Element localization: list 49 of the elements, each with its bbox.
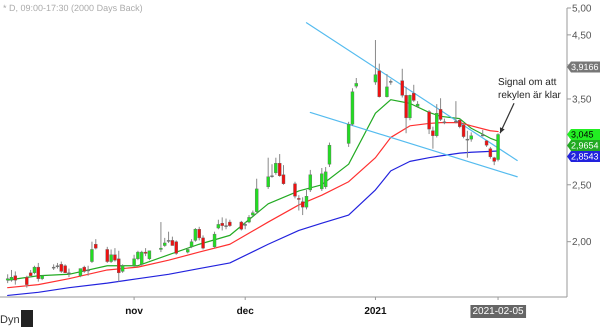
line-series (7, 150, 499, 296)
x-tick-label: dec (236, 306, 254, 317)
y-tick-label: 5,00 (572, 4, 592, 14)
candlestick (106, 246, 109, 264)
candlestick (300, 196, 304, 216)
candlestick (60, 261, 63, 274)
candlestick (220, 216, 224, 231)
candlestick (354, 77, 358, 89)
y-tick-label: 2,00 (572, 237, 592, 248)
candlestick (385, 73, 389, 98)
candlestick (148, 250, 152, 261)
y-tick-label: 4,50 (572, 30, 592, 42)
candlestick (328, 142, 332, 168)
y-tick-label: 3,50 (572, 94, 592, 106)
annotation: Signal om att rekylen är klar (498, 77, 562, 102)
text: Dyn (0, 314, 20, 326)
candlestick (266, 157, 270, 190)
candlestick (274, 157, 278, 176)
candlestick (254, 178, 258, 214)
candlestick (454, 100, 458, 124)
text: 3,9166 (571, 62, 599, 72)
candlestick (324, 166, 328, 190)
x-tick-label: 2021-02-05 (472, 306, 524, 317)
text: 3,045 (571, 130, 594, 140)
candlestick (224, 218, 228, 230)
candlestick (488, 146, 492, 160)
candlestick (216, 219, 220, 230)
candlestick (166, 231, 170, 244)
candlestick (10, 269, 14, 282)
candlestick (159, 222, 163, 253)
candlestick (174, 240, 178, 256)
candlestick (86, 265, 90, 276)
candlestick (240, 220, 244, 231)
x-tick-label: 2021 (364, 306, 388, 317)
chart-title: * D, 09:00-17:30 (2000 Days Back) (3, 3, 143, 13)
candlestick (36, 262, 40, 282)
candlestick (117, 250, 120, 282)
candlestick (132, 254, 136, 268)
text: 2,9654 (571, 140, 599, 151)
candlestick (25, 275, 29, 288)
candlestick (140, 250, 144, 266)
candlestick (212, 231, 216, 249)
y-tick-label: 2,50 (572, 180, 592, 192)
candlestick (320, 167, 324, 192)
candlestick (14, 270, 18, 286)
x-tick-label: nov (125, 306, 144, 317)
candlestick (90, 241, 94, 264)
candlestick (109, 248, 113, 264)
text: 2,8543 (571, 152, 599, 162)
